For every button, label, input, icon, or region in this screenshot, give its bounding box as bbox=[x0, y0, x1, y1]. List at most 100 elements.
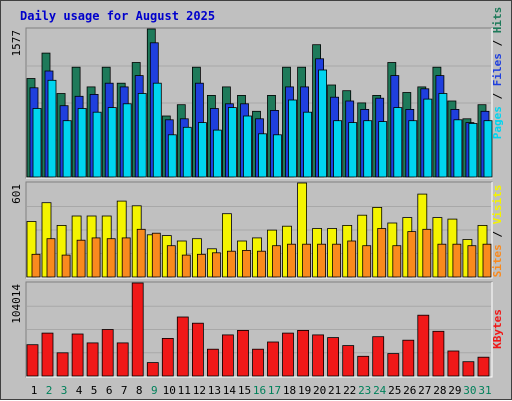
bar-sites-day-9 bbox=[151, 232, 161, 278]
bar-visits-day-14 bbox=[221, 213, 232, 278]
bar-kbytes-day-21 bbox=[327, 337, 340, 377]
bar-pages-day-24 bbox=[378, 121, 388, 178]
bar-sites-day-11 bbox=[181, 254, 191, 278]
bar-sites-day-29 bbox=[452, 243, 462, 278]
bar-sites-day-17 bbox=[272, 245, 281, 278]
x-tick-day-26: 26 bbox=[403, 384, 416, 397]
bar-kbytes-day-20 bbox=[312, 334, 325, 377]
bar-kbytes-day-12 bbox=[191, 322, 204, 377]
bar-sites-day-18 bbox=[287, 243, 296, 278]
legend-label: Visits bbox=[491, 185, 504, 225]
x-tick-day-22: 22 bbox=[343, 384, 356, 397]
x-tick-day-5: 5 bbox=[91, 384, 98, 397]
bar-pages-day-18 bbox=[288, 99, 297, 178]
bar-kbytes-day-22 bbox=[342, 345, 355, 377]
bar-kbytes-day-29 bbox=[447, 350, 460, 377]
bar-sites-day-6 bbox=[106, 238, 116, 278]
bar-kbytes-day-16 bbox=[252, 348, 264, 377]
y-max-label: 104014 bbox=[10, 284, 23, 324]
bar-visits-day-1 bbox=[26, 221, 37, 278]
x-tick-day-10: 10 bbox=[163, 384, 176, 397]
bar-kbytes-day-10 bbox=[161, 337, 174, 377]
bar-pages-day-25 bbox=[393, 107, 403, 178]
bar-pages-day-21 bbox=[333, 120, 343, 178]
bar-kbytes-day-4 bbox=[71, 333, 84, 377]
bar-pages-day-9 bbox=[152, 82, 162, 178]
bar-pages-day-2 bbox=[47, 79, 57, 178]
x-tick-day-7: 7 bbox=[121, 384, 128, 397]
plot-bevel bbox=[26, 282, 493, 378]
bar-kbytes-day-1 bbox=[26, 344, 39, 377]
x-tick-day-25: 25 bbox=[388, 384, 401, 397]
bar-kbytes-day-14 bbox=[221, 334, 234, 377]
bar-sites-day-7 bbox=[121, 237, 131, 278]
bar-kbytes-day-27 bbox=[417, 314, 430, 377]
bar-kbytes-day-26 bbox=[402, 339, 415, 377]
bar-sites-day-26 bbox=[407, 231, 417, 278]
x-tick-day-15: 15 bbox=[238, 384, 251, 397]
bar-sites-day-22 bbox=[347, 240, 357, 278]
legend-kbytes: KBytes bbox=[491, 309, 504, 349]
legend-label: Sites bbox=[491, 244, 504, 277]
plot-bevel bbox=[26, 28, 493, 179]
bar-pages-day-30 bbox=[468, 123, 478, 178]
bar-pages-day-10 bbox=[167, 134, 177, 178]
bar-kbytes-day-2 bbox=[41, 332, 54, 377]
legend-label: Pages bbox=[491, 106, 504, 139]
x-tick-day-31: 31 bbox=[478, 384, 491, 397]
bar-sites-day-20 bbox=[317, 243, 327, 278]
bar-kbytes-day-3 bbox=[56, 352, 69, 377]
legend-label: Files bbox=[491, 53, 504, 86]
bar-pages-day-23 bbox=[363, 120, 373, 178]
bar-pages-day-17 bbox=[273, 134, 282, 178]
legend-label: / bbox=[491, 224, 504, 244]
bar-sites-day-4 bbox=[76, 239, 86, 278]
bar-pages-day-19 bbox=[303, 111, 313, 178]
bar-pages-day-27 bbox=[423, 98, 433, 178]
bar-sites-day-25 bbox=[392, 245, 402, 278]
bar-pages-day-29 bbox=[453, 119, 463, 178]
chart-title: Daily usage for August 2025 bbox=[20, 9, 215, 23]
bar-kbytes-day-23 bbox=[357, 355, 370, 377]
x-tick-day-4: 4 bbox=[76, 384, 83, 397]
bar-sites-day-27 bbox=[422, 228, 432, 278]
bar-sites-day-5 bbox=[91, 237, 101, 278]
legend-label: KBytes bbox=[491, 309, 504, 349]
bar-pages-day-26 bbox=[408, 120, 418, 178]
y-max-label: 1577 bbox=[10, 30, 23, 57]
bar-pages-day-28 bbox=[438, 93, 448, 178]
panel-pages-files-hits: 1577 Pages / Files / Hits bbox=[10, 7, 504, 179]
legend-label: / bbox=[491, 33, 504, 53]
x-tick-day-19: 19 bbox=[298, 384, 311, 397]
x-tick-day-23: 23 bbox=[358, 384, 371, 397]
x-tick-day-11: 11 bbox=[178, 384, 191, 397]
bar-pages-day-16 bbox=[258, 133, 267, 178]
x-tick-day-29: 29 bbox=[448, 384, 461, 397]
bar-visits-day-3 bbox=[56, 224, 67, 278]
bar-pages-day-11 bbox=[182, 126, 192, 178]
bar-sites-day-28 bbox=[437, 243, 447, 278]
bar-pages-day-1 bbox=[32, 108, 42, 178]
bar-sites-day-31 bbox=[482, 243, 492, 278]
bar-sites-day-13 bbox=[211, 252, 221, 278]
bar-kbytes-day-28 bbox=[432, 330, 445, 377]
bar-pages-day-31 bbox=[483, 120, 493, 178]
bar-kbytes-day-30 bbox=[462, 361, 475, 377]
bar-sites-day-30 bbox=[467, 245, 477, 278]
bar-pages-day-3 bbox=[62, 120, 72, 178]
x-tick-day-2: 2 bbox=[46, 384, 53, 397]
bar-kbytes-day-31 bbox=[477, 356, 490, 377]
bar-pages-day-5 bbox=[92, 111, 102, 178]
legend-visits-sites: Sites / Visits bbox=[491, 185, 504, 278]
bar-sites-day-15 bbox=[242, 249, 251, 278]
bar-sites-day-16 bbox=[257, 250, 266, 278]
y-max-label: 601 bbox=[10, 184, 23, 204]
x-tick-day-24: 24 bbox=[373, 384, 387, 397]
bar-pages-day-8 bbox=[137, 93, 147, 178]
bar-pages-day-7 bbox=[122, 103, 132, 178]
x-tick-day-9: 9 bbox=[151, 384, 158, 397]
bar-kbytes-day-9 bbox=[146, 362, 159, 377]
bar-kbytes-day-7 bbox=[116, 342, 129, 377]
